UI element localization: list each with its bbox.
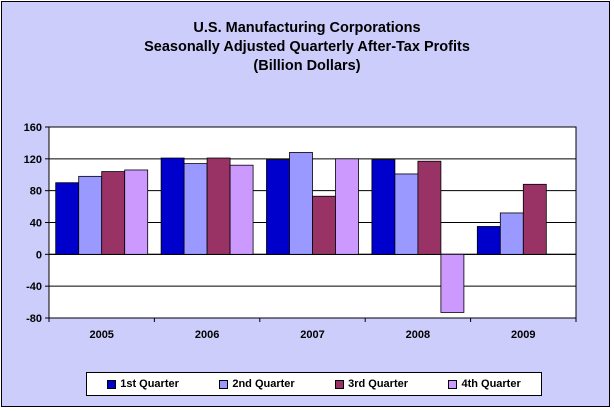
y-tick-label: -80	[26, 313, 42, 325]
bar-1st-quarter-2008	[371, 159, 396, 255]
legend-item-q4: 4th Quarter	[448, 378, 521, 390]
legend-swatch-q2	[219, 379, 229, 389]
y-tick-label: 80	[30, 186, 42, 198]
bar-2nd-quarter-2008	[394, 173, 419, 255]
legend-swatch-q1	[107, 379, 117, 389]
x-tick-label: 2007	[300, 329, 324, 341]
y-tick-label: 0	[36, 249, 42, 261]
bar-3rd-quarter-2008	[417, 160, 442, 255]
bar-1st-quarter-2006	[160, 157, 185, 255]
bar-2nd-quarter-2006	[183, 163, 208, 255]
y-tick-label: 120	[24, 154, 42, 166]
chart-title-line-3: (Billion Dollars)	[253, 58, 361, 74]
bar-4th-quarter-2008	[440, 253, 465, 313]
bar-4th-quarter-2006	[229, 164, 254, 255]
chart-title-line-1: U.S. Manufacturing Corporations	[193, 20, 421, 36]
bar-2nd-quarter-2009	[499, 212, 524, 255]
y-tick-label: 160	[24, 122, 42, 134]
legend-label-q1: 1st Quarter	[120, 378, 179, 390]
y-tick-label: 40	[30, 218, 42, 230]
legend-label-q3: 3rd Quarter	[348, 378, 409, 390]
bar-3rd-quarter-2006	[206, 157, 231, 255]
x-tick-label: 2006	[195, 329, 219, 341]
bar-3rd-quarter-2007	[312, 195, 336, 255]
bar-2nd-quarter-2005	[78, 175, 103, 255]
legend-item-q2: 2nd Quarter	[219, 378, 295, 390]
x-tick-label: 2009	[511, 329, 535, 341]
x-tick-label: 2008	[406, 329, 430, 341]
legend-item-q1: 1st Quarter	[107, 378, 179, 390]
bar-1st-quarter-2007	[266, 159, 290, 255]
chart-title-line-2: Seasonally Adjusted Quarterly After-Tax …	[144, 39, 470, 55]
legend-label-q4: 4th Quarter	[461, 378, 521, 390]
legend-swatch-q3	[335, 379, 345, 389]
bar-4th-quarter-2007	[335, 158, 359, 255]
bar-1st-quarter-2005	[55, 182, 80, 255]
bar-4th-quarter-2005	[124, 169, 149, 255]
legend-label-q2: 2nd Quarter	[232, 378, 295, 390]
bar-3rd-quarter-2009	[522, 183, 547, 255]
bar-1st-quarter-2009	[476, 226, 501, 255]
bar-2nd-quarter-2007	[289, 152, 313, 255]
legend-swatch-q4	[448, 379, 458, 389]
plot-border	[48, 126, 577, 319]
legend-item-q3: 3rd Quarter	[335, 378, 408, 390]
x-tick-label: 2005	[89, 329, 113, 341]
legend: 1st Quarter 2nd Quarter 3rd Quarter 4th …	[86, 372, 542, 396]
y-tick-label: -40	[26, 281, 42, 293]
bar-3rd-quarter-2005	[101, 171, 126, 255]
